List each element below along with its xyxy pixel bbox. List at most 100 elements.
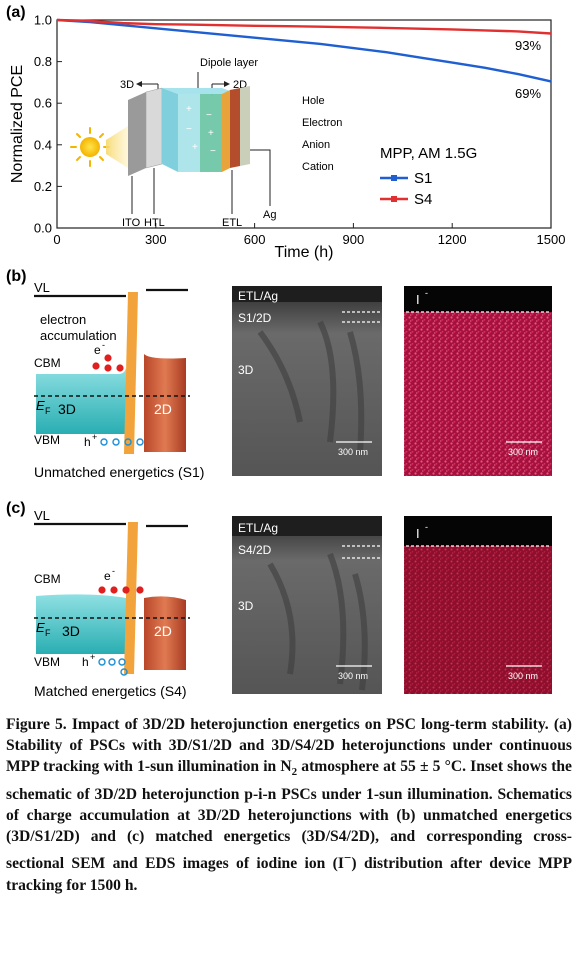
block-2d xyxy=(144,354,186,452)
legend-marker-s4 xyxy=(391,196,397,202)
vbm-label: VBM xyxy=(34,433,60,447)
y-tick-label: 0.0 xyxy=(34,221,52,236)
plot-frame xyxy=(56,19,552,229)
eds-scale-label: 300 nm xyxy=(508,671,538,681)
block-3d-label: 3D xyxy=(62,623,80,639)
svg-text:-: - xyxy=(102,340,105,350)
x-tick-label: 1200 xyxy=(438,232,467,247)
fermi-sub: F xyxy=(45,628,51,638)
chart-legend: MPP, AM 1.5G S1 S4 xyxy=(380,145,477,208)
sem-etl-band xyxy=(232,516,382,536)
x-tick-label: 600 xyxy=(244,232,266,247)
sem-mid-label: S1/2D xyxy=(238,311,272,325)
svg-text:+: + xyxy=(186,104,192,115)
vacuum-level-label: VL xyxy=(34,280,50,295)
sem-image-s1: ETL/Ag S1/2D 3D 300 nm xyxy=(232,286,382,476)
eds-background xyxy=(404,286,552,476)
end-label-s4: 93% xyxy=(515,38,541,53)
eds-scale-label: 300 nm xyxy=(508,447,538,457)
svg-text:+: + xyxy=(92,432,97,442)
layer-label-htl: HTL xyxy=(144,217,165,229)
block-2d-label: 2D xyxy=(154,623,172,639)
holes: h + xyxy=(84,432,144,449)
layer-label-ag: Ag xyxy=(263,209,276,221)
x-tick-label: 0 xyxy=(53,232,60,247)
y-axis-ticks: 0.0 0.2 0.4 0.6 0.8 1.0 xyxy=(34,13,62,236)
svg-text:−: − xyxy=(186,124,192,135)
legend-title: MPP, AM 1.5G xyxy=(380,145,477,162)
etl-layer xyxy=(230,88,240,168)
y-tick-label: 1.0 xyxy=(34,13,52,28)
panel-a-label: (a) xyxy=(6,4,26,21)
legend-electron: Electron xyxy=(302,117,342,129)
svg-text:e: e xyxy=(94,343,101,357)
holes: h + xyxy=(82,652,128,676)
svg-text:h: h xyxy=(82,655,89,669)
perovskite-top xyxy=(162,88,238,94)
panel-b-figure: (b) VL electron accumulation CBM 3D 2D E… xyxy=(6,268,552,480)
caption-part2: atmosphere at 55 ± 5 °C. Inset shows the… xyxy=(6,758,572,873)
y-axis-label: Normalized PCE xyxy=(9,65,26,183)
layer-pointers xyxy=(131,149,271,214)
htl-layer xyxy=(145,87,163,169)
caption-title: Impact of 3D/2D heterojunction energetic… xyxy=(71,716,549,733)
band-diagram-matched: VL CBM 3D 2D E F VBM e- h + Matched energ… xyxy=(34,508,190,699)
svg-text:+: + xyxy=(192,142,198,153)
energetics-caption: Unmatched energetics (S1) xyxy=(34,464,204,480)
perovskite-side xyxy=(162,88,178,172)
arrow-3d-label: 3D xyxy=(120,79,134,91)
vbm-label: VBM xyxy=(34,655,60,669)
caption-part3: ) distribution after device MPP tracking… xyxy=(6,855,572,894)
legend-marker-s1 xyxy=(391,175,397,181)
panel-b-label: (b) xyxy=(6,268,26,285)
caption-subscript: 2 xyxy=(291,766,298,779)
legend-entry-s1: S1 xyxy=(414,170,432,187)
layer-label-etl: ETL xyxy=(222,217,242,229)
caption-minus: − xyxy=(343,850,352,866)
legend-anion: Anion xyxy=(302,139,330,151)
block-3d-label: 3D xyxy=(58,401,76,417)
layer-label-ito: ITO xyxy=(122,217,141,229)
accumulation-note-1: electron xyxy=(40,312,86,327)
electrons: e- xyxy=(92,340,124,372)
svg-text:+: + xyxy=(208,128,214,139)
eds-map-s4: I - 300 nm xyxy=(404,516,552,694)
figure-caption: Figure 5. Impact of 3D/2D heterojunction… xyxy=(6,714,572,896)
svg-text:h: h xyxy=(84,435,91,449)
panel-a-figure: (a) 0.0 0.2 0.4 0.6 0.8 1.0 0 300 600 900 1200 150… xyxy=(6,4,566,261)
fermi-label: E xyxy=(36,620,45,635)
svg-text:e: e xyxy=(104,569,111,583)
series-line-s4 xyxy=(56,18,552,35)
panel-c-figure: (c) VL CBM 3D 2D E F VBM e- h + Matched e… xyxy=(6,500,552,699)
eds-label: I xyxy=(416,526,420,541)
sem-bottom-label: 3D xyxy=(238,599,254,613)
sem-top-label: ETL/Ag xyxy=(238,289,278,303)
sem-grain-texture xyxy=(267,552,368,691)
vacuum-level-label: VL xyxy=(34,508,50,523)
eds-label-minus: - xyxy=(425,288,428,298)
dipole-label: Dipole layer xyxy=(200,57,258,69)
perovskite-2d-layer xyxy=(200,94,222,172)
block-2d-label: 2D xyxy=(154,401,172,417)
y-tick-label: 0.6 xyxy=(34,96,52,111)
fermi-sub: F xyxy=(45,406,51,416)
x-axis-label: Time (h) xyxy=(275,244,334,261)
device-schematic-inset: Dipole layer 3D 2D xyxy=(70,57,342,229)
x-tick-label: 300 xyxy=(145,232,167,247)
legend-hole: Hole xyxy=(302,95,325,107)
svg-text:−: − xyxy=(210,146,216,157)
svg-text:-: - xyxy=(112,566,115,576)
dipole-bar xyxy=(124,292,138,454)
eds-map-s1: I - 300 nm xyxy=(404,286,552,476)
sem-mid-label: S4/2D xyxy=(238,543,272,557)
legend-cation: Cation xyxy=(302,161,334,173)
sem-top-label: ETL/Ag xyxy=(238,521,278,535)
band-diagram-unmatched: VL electron accumulation CBM 3D 2D E F V… xyxy=(34,280,204,480)
y-tick-label: 0.2 xyxy=(34,179,52,194)
sem-bottom-label: 3D xyxy=(238,363,254,377)
x-tick-label: 1500 xyxy=(537,232,566,247)
svg-text:−: − xyxy=(206,110,212,121)
eds-label: I xyxy=(416,292,420,307)
legend-entry-s4: S4 xyxy=(414,191,432,208)
y-tick-label: 0.4 xyxy=(34,137,52,152)
